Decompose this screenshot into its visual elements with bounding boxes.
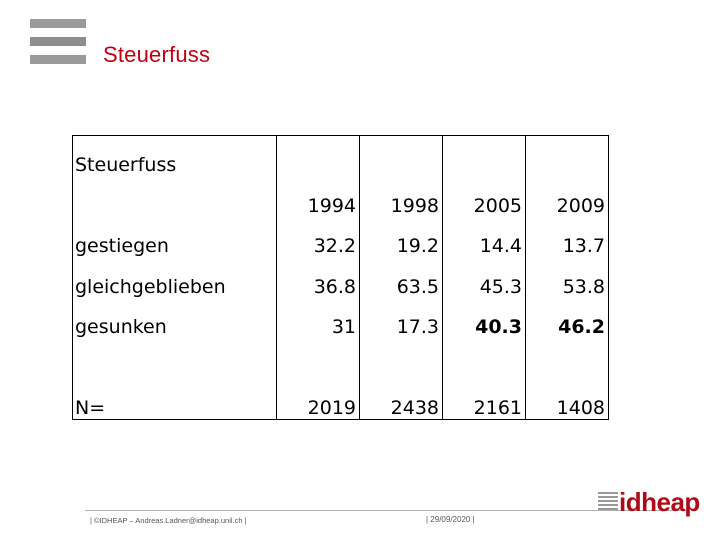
table-row-header-label: Steuerfuss: [72, 135, 609, 176]
table-row: gestiegen 32.2 19.2 14.4 13.7: [72, 216, 609, 257]
table-cell-empty: [276, 135, 360, 176]
table-row: gesunken 31 17.3 40.3 46.2: [72, 297, 609, 338]
table-cell-empty: [525, 135, 609, 176]
footer-copyright: | ©IDHEAP – Andreas.Ladner@idheap.unil.c…: [90, 516, 247, 525]
table-header-label: Steuerfuss: [72, 135, 277, 176]
table-cell-empty: [72, 338, 277, 379]
idheap-logo: idheap: [598, 489, 700, 515]
table-cell: 31: [276, 297, 360, 338]
table-cell: 63.5: [359, 257, 443, 298]
brand-wordmark: idheap: [619, 487, 700, 517]
footer-divider: [85, 510, 690, 511]
stripes-icon: [598, 492, 618, 512]
year-header: 1994: [276, 176, 360, 217]
n-value: 2438: [359, 378, 443, 420]
row-label: gestiegen: [72, 216, 277, 257]
table-cell-bold: 40.3: [442, 297, 526, 338]
slide-title: Steuerfuss: [103, 42, 211, 67]
row-label: gleichgeblieben: [72, 257, 277, 298]
row-label: gesunken: [72, 297, 277, 338]
footer-date: | 29/09/2020 |: [426, 515, 475, 524]
table-cell: 13.7: [525, 216, 609, 257]
logo-bar: [30, 55, 86, 64]
table-cell: 19.2: [359, 216, 443, 257]
table-cell-empty: [442, 135, 526, 176]
n-value: 2161: [442, 378, 526, 420]
table-row-n: N= 2019 2438 2161 1408: [72, 378, 609, 420]
year-header: 2005: [442, 176, 526, 217]
logo-bar: [30, 37, 86, 46]
logo-bar: [30, 19, 86, 28]
n-value: 2019: [276, 378, 360, 420]
table-row-years: 1994 1998 2005 2009: [72, 176, 609, 217]
table-cell: 36.8: [276, 257, 360, 298]
n-value: 1408: [525, 378, 609, 420]
table-row-spacer: [72, 338, 609, 379]
year-header: 1998: [359, 176, 443, 217]
table-cell-empty: [276, 338, 360, 379]
table-cell: 17.3: [359, 297, 443, 338]
table-cell-empty: [359, 135, 443, 176]
table-cell: 53.8: [525, 257, 609, 298]
table-cell-empty: [359, 338, 443, 379]
table-cell-bold: 46.2: [525, 297, 609, 338]
year-header: 2009: [525, 176, 609, 217]
table-cell: 32.2: [276, 216, 360, 257]
table-cell: 45.3: [442, 257, 526, 298]
n-label: N=: [72, 378, 277, 420]
table-cell-empty: [442, 338, 526, 379]
table-cell-empty: [525, 338, 609, 379]
table-cell: 14.4: [442, 216, 526, 257]
table-row: gleichgeblieben 36.8 63.5 45.3 53.8: [72, 257, 609, 298]
stacked-bars-logo-icon: [30, 19, 86, 73]
table-cell-empty: [72, 176, 277, 217]
data-table: Steuerfuss 1994 1998 2005 2009 gestiegen…: [72, 135, 609, 420]
